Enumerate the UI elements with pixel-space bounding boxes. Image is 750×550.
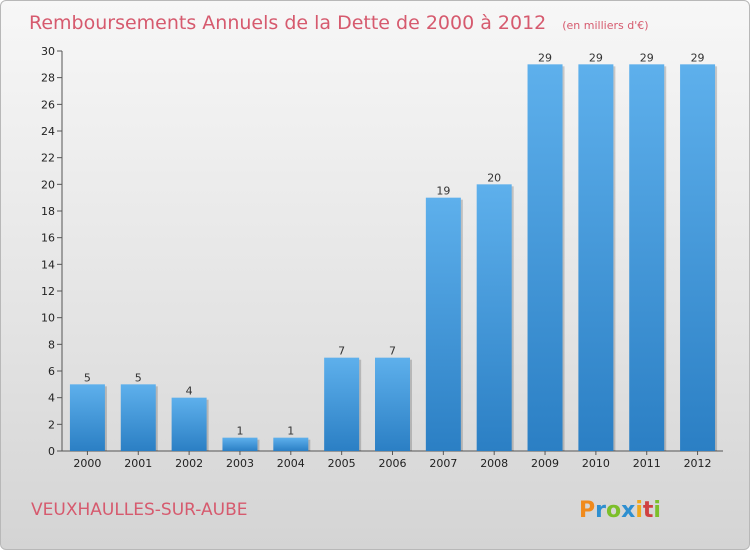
bar-2003 bbox=[222, 437, 258, 451]
bar-2008 bbox=[476, 184, 512, 452]
x-tick-label: 2001 bbox=[124, 457, 152, 470]
data-label: 20 bbox=[487, 171, 501, 184]
data-label: 7 bbox=[389, 345, 396, 358]
x-tick-label: 2012 bbox=[684, 457, 712, 470]
proxiti-logo: Proxiti bbox=[579, 498, 661, 523]
y-tick-label: 22 bbox=[41, 152, 55, 165]
data-label: 29 bbox=[538, 51, 552, 64]
data-label: 5 bbox=[135, 371, 142, 384]
bar-2002 bbox=[171, 397, 207, 451]
y-tick-label: 26 bbox=[41, 98, 55, 111]
x-tick-label: 2003 bbox=[226, 457, 254, 470]
x-tick-label: 2004 bbox=[277, 457, 305, 470]
data-label: 1 bbox=[287, 425, 294, 438]
data-label: 19 bbox=[436, 185, 450, 198]
data-label: 29 bbox=[691, 51, 705, 64]
data-labels-group: 5 5 4 1 1 7 7 19 20 29 29 29 29 bbox=[84, 51, 705, 437]
commune-name: VEUXHAULLES-SUR-AUBE bbox=[31, 500, 248, 520]
bars-group bbox=[69, 64, 718, 452]
x-tick-label: 2006 bbox=[379, 457, 407, 470]
y-tick-label: 14 bbox=[41, 258, 55, 271]
y-tick-label: 20 bbox=[41, 178, 55, 191]
x-tick-label: 2007 bbox=[429, 457, 457, 470]
y-tick-label: 30 bbox=[41, 45, 55, 58]
data-label: 5 bbox=[84, 371, 91, 384]
y-tick-label: 24 bbox=[41, 125, 55, 138]
bar-2010 bbox=[578, 64, 614, 452]
y-tick-label: 8 bbox=[48, 338, 55, 351]
bar-2012 bbox=[680, 64, 716, 452]
y-tick-label: 12 bbox=[41, 285, 55, 298]
x-tick-label: 2009 bbox=[531, 457, 559, 470]
y-tick-label: 6 bbox=[48, 365, 55, 378]
data-label: 7 bbox=[338, 345, 345, 358]
bar-2001 bbox=[120, 384, 156, 451]
y-tick-label: 0 bbox=[48, 445, 55, 458]
chart-title-main: Remboursements Annuels de la Dette de 20… bbox=[29, 12, 546, 34]
bar-2006 bbox=[375, 357, 410, 451]
data-label: 1 bbox=[236, 425, 243, 438]
logo-text: Proxiti bbox=[579, 498, 661, 523]
y-tick-label: 28 bbox=[41, 72, 55, 85]
x-tick-label: 2010 bbox=[582, 457, 610, 470]
bar-2004 bbox=[273, 437, 309, 451]
x-tick-label: 2011 bbox=[633, 457, 661, 470]
y-tick-label: 2 bbox=[48, 418, 55, 431]
bar-2009 bbox=[527, 64, 563, 452]
chart-title: Remboursements Annuels de la Dette de 20… bbox=[29, 12, 649, 34]
x-tick-label: 2008 bbox=[480, 457, 508, 470]
y-tick-label: 18 bbox=[41, 205, 55, 218]
x-tick-label: 2002 bbox=[175, 457, 203, 470]
bar-2011 bbox=[629, 64, 665, 452]
y-tick-label: 4 bbox=[48, 392, 55, 405]
y-tick-label: 16 bbox=[41, 232, 55, 245]
data-label: 4 bbox=[186, 385, 193, 398]
x-tick-label: 2005 bbox=[328, 457, 356, 470]
bar-2007 bbox=[425, 197, 461, 451]
y-tick-label: 10 bbox=[41, 312, 55, 325]
bar-2005 bbox=[324, 357, 360, 451]
x-tick-label: 2000 bbox=[73, 457, 101, 470]
bar-2000 bbox=[69, 384, 105, 451]
data-label: 29 bbox=[640, 51, 654, 64]
data-label: 29 bbox=[589, 51, 603, 64]
chart-title-unit: (en milliers d'€) bbox=[562, 19, 648, 32]
